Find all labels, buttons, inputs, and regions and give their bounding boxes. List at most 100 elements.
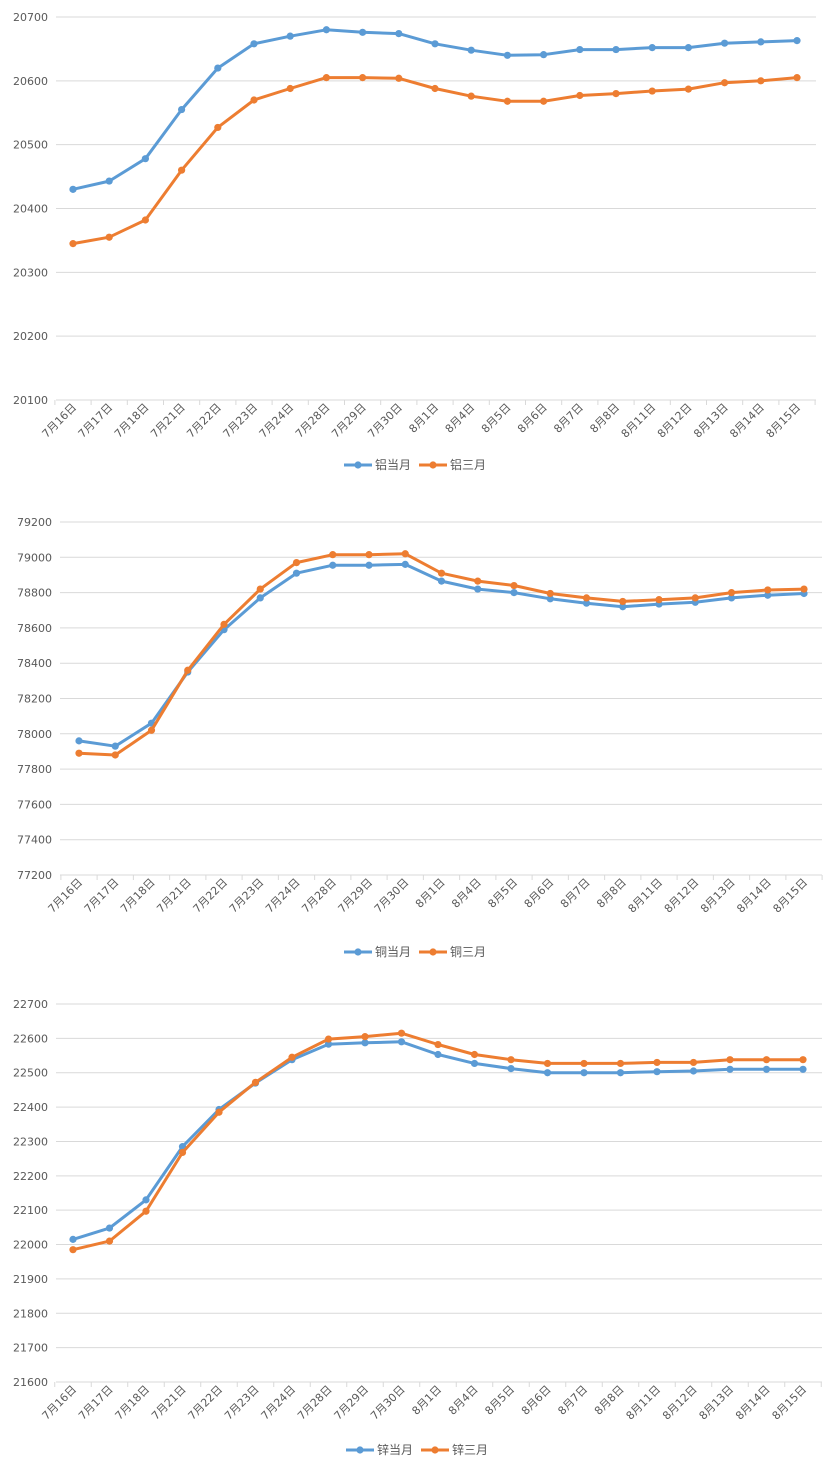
data-point bbox=[111, 742, 119, 750]
y-tick-label: 21800 bbox=[13, 1307, 48, 1320]
x-tick-label: 8月7日 bbox=[551, 401, 586, 436]
legend-entry: 锌三月 bbox=[421, 1443, 488, 1457]
x-tick-label: 8月8日 bbox=[587, 401, 622, 436]
x-tick-label: 7月29日 bbox=[332, 1383, 372, 1423]
y-tick-label: 20400 bbox=[13, 203, 48, 216]
data-point bbox=[510, 581, 518, 590]
data-point bbox=[540, 97, 548, 105]
data-point bbox=[75, 737, 83, 745]
data-point bbox=[395, 74, 403, 82]
data-point bbox=[250, 96, 258, 104]
x-tick-label: 7月29日 bbox=[329, 401, 369, 441]
data-point bbox=[689, 1058, 698, 1067]
y-tick-label: 77400 bbox=[17, 834, 52, 847]
legend-entry: 锌当月 bbox=[346, 1443, 413, 1457]
data-point bbox=[365, 561, 373, 569]
x-tick-label: 8月4日 bbox=[446, 1383, 481, 1418]
x-tick-label: 8月13日 bbox=[697, 1383, 737, 1423]
data-point bbox=[361, 1039, 369, 1047]
data-point bbox=[142, 1196, 150, 1204]
data-point bbox=[546, 589, 554, 598]
x-tick-label: 7月23日 bbox=[227, 876, 267, 916]
legend-entry: 铝三月 bbox=[419, 457, 486, 472]
x-tick-label: 8月8日 bbox=[594, 876, 629, 911]
data-point bbox=[141, 216, 149, 224]
data-point bbox=[507, 1056, 515, 1064]
data-point bbox=[540, 51, 548, 59]
y-tick-label: 77800 bbox=[17, 763, 52, 776]
data-point bbox=[582, 594, 591, 602]
legend-label: 锌三月 bbox=[452, 1443, 488, 1457]
data-point bbox=[757, 77, 765, 85]
y-tick-label: 20100 bbox=[13, 394, 48, 407]
data-point bbox=[470, 1059, 479, 1068]
data-point bbox=[105, 233, 113, 241]
chart-1: 201002020020300204002050020600207007月16日… bbox=[13, 11, 816, 472]
x-tick-label: 7月21日 bbox=[154, 876, 194, 916]
x-tick-label: 8月1日 bbox=[413, 876, 448, 911]
data-point bbox=[467, 46, 475, 54]
data-point bbox=[616, 1069, 625, 1077]
x-tick-label: 7月18日 bbox=[112, 401, 152, 441]
x-tick-label: 7月22日 bbox=[191, 876, 231, 916]
x-tick-label: 8月6日 bbox=[519, 1383, 554, 1418]
x-tick-label: 8月5日 bbox=[485, 876, 520, 911]
y-tick-label: 78000 bbox=[17, 728, 52, 741]
x-tick-label: 7月17日 bbox=[82, 876, 122, 916]
data-point bbox=[655, 596, 663, 604]
data-point bbox=[619, 597, 627, 606]
data-point bbox=[580, 1059, 588, 1068]
data-point bbox=[397, 1038, 406, 1046]
x-tick-label: 8月15日 bbox=[771, 876, 811, 916]
data-point bbox=[648, 87, 656, 95]
x-tick-label: 8月8日 bbox=[592, 1383, 627, 1418]
data-point bbox=[401, 550, 409, 558]
x-tick-label: 7月24日 bbox=[259, 1383, 299, 1423]
legend-label: 铝当月 bbox=[375, 457, 411, 472]
data-point bbox=[619, 603, 627, 611]
data-point bbox=[793, 74, 801, 82]
x-tick-label: 7月29日 bbox=[336, 876, 376, 916]
data-point bbox=[762, 1065, 771, 1073]
data-point bbox=[726, 1056, 734, 1064]
legend-label: 铝三月 bbox=[450, 457, 486, 472]
data-point bbox=[612, 90, 620, 98]
data-point bbox=[467, 92, 475, 100]
data-point bbox=[324, 1040, 333, 1048]
y-tick-label: 21600 bbox=[13, 1376, 48, 1389]
x-tick-label: 8月12日 bbox=[655, 401, 695, 441]
x-tick-label: 7月24日 bbox=[257, 401, 297, 441]
x-tick-label: 7月28日 bbox=[295, 1383, 335, 1423]
data-point bbox=[434, 1050, 442, 1059]
data-point bbox=[178, 105, 186, 114]
data-point bbox=[727, 594, 736, 602]
data-point bbox=[653, 1058, 661, 1067]
legend-point-marker bbox=[429, 948, 437, 956]
x-tick-label: 7月24日 bbox=[263, 876, 303, 916]
x-tick-label: 8月5日 bbox=[482, 1383, 517, 1418]
data-point bbox=[329, 561, 337, 569]
legend-label: 铜当月 bbox=[375, 944, 411, 959]
data-point bbox=[612, 45, 620, 54]
legend-label: 锌当月 bbox=[377, 1443, 413, 1457]
x-tick-label: 7月17日 bbox=[76, 401, 116, 441]
data-point bbox=[286, 84, 294, 93]
data-point bbox=[184, 666, 192, 674]
data-point bbox=[286, 32, 294, 40]
x-tick-label: 8月7日 bbox=[558, 876, 593, 911]
x-tick-label: 7月28日 bbox=[293, 401, 333, 441]
data-point bbox=[111, 751, 119, 759]
x-tick-label: 8月13日 bbox=[698, 876, 738, 916]
data-point bbox=[726, 1065, 734, 1073]
data-point bbox=[576, 45, 584, 54]
x-tick-label: 8月15日 bbox=[764, 401, 804, 441]
data-point bbox=[576, 91, 584, 100]
x-tick-label: 8月14日 bbox=[733, 1383, 773, 1423]
data-point bbox=[288, 1053, 296, 1061]
legend-label: 铜三月 bbox=[450, 944, 486, 959]
x-tick-label: 8月11日 bbox=[626, 876, 666, 916]
x-tick-label: 8月11日 bbox=[624, 1383, 664, 1423]
y-tick-label: 22500 bbox=[13, 1067, 48, 1080]
legend-entry: 铝当月 bbox=[344, 457, 411, 472]
y-tick-label: 22100 bbox=[13, 1204, 48, 1217]
